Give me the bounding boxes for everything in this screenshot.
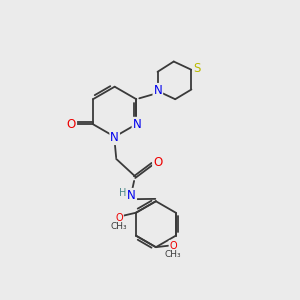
Text: N: N: [110, 131, 119, 144]
Text: CH₃: CH₃: [165, 250, 181, 259]
Text: N: N: [133, 118, 141, 131]
Text: O: O: [153, 156, 162, 169]
Text: O: O: [67, 118, 76, 131]
Text: O: O: [116, 213, 123, 223]
Text: CH₃: CH₃: [111, 222, 128, 231]
Text: N: N: [154, 84, 162, 97]
Text: H: H: [119, 188, 126, 198]
Text: S: S: [193, 62, 200, 75]
Text: N: N: [128, 189, 136, 202]
Text: O: O: [169, 241, 177, 251]
